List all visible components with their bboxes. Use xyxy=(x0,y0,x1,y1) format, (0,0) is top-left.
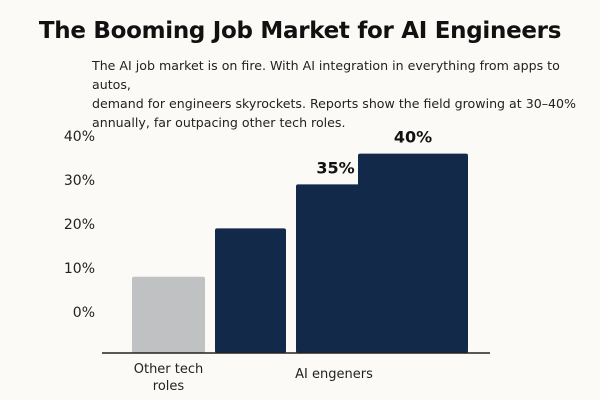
bar xyxy=(132,276,205,353)
bar-data-label: 40% xyxy=(394,128,432,147)
bar xyxy=(215,228,286,353)
page-title: The Booming Job Market for AI Engineers xyxy=(38,18,562,44)
bar xyxy=(358,153,468,353)
page-subtitle: The AI job market is on fire. With AI in… xyxy=(92,58,577,130)
y-tick-label: 40% xyxy=(64,129,95,145)
bar-data-label: 35% xyxy=(316,158,354,177)
bar xyxy=(296,184,375,353)
y-tick-label: 20% xyxy=(64,217,95,233)
y-tick-label: 30% xyxy=(64,173,95,189)
y-tick-label: 10% xyxy=(64,261,95,277)
x-category-label: Other tech roles xyxy=(134,362,204,394)
y-tick-label: 0% xyxy=(73,305,95,321)
x-category-label: AI engeners xyxy=(295,367,373,382)
